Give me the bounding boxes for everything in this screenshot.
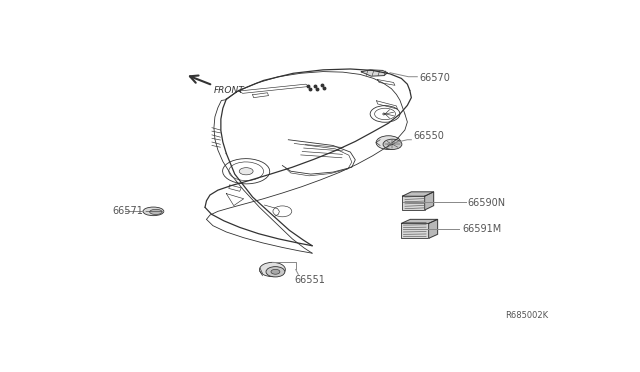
Text: 66550: 66550 bbox=[413, 131, 444, 141]
Polygon shape bbox=[429, 219, 438, 238]
Polygon shape bbox=[403, 192, 434, 196]
Ellipse shape bbox=[150, 209, 162, 215]
Text: FRONT: FRONT bbox=[214, 86, 244, 95]
FancyBboxPatch shape bbox=[403, 196, 425, 210]
Text: 66570: 66570 bbox=[420, 73, 451, 83]
Text: 66571: 66571 bbox=[112, 206, 143, 217]
Polygon shape bbox=[361, 70, 388, 76]
Ellipse shape bbox=[239, 168, 253, 175]
Ellipse shape bbox=[143, 207, 164, 216]
Ellipse shape bbox=[376, 136, 401, 150]
FancyBboxPatch shape bbox=[401, 223, 429, 238]
Polygon shape bbox=[401, 219, 438, 223]
Text: R685002K: R685002K bbox=[506, 311, 548, 320]
Text: 66591M: 66591M bbox=[462, 224, 501, 234]
Ellipse shape bbox=[383, 139, 402, 150]
Ellipse shape bbox=[266, 267, 285, 277]
Polygon shape bbox=[425, 192, 434, 210]
Ellipse shape bbox=[271, 269, 280, 274]
Text: 66551: 66551 bbox=[294, 275, 325, 285]
Ellipse shape bbox=[260, 262, 285, 277]
Text: 66590N: 66590N bbox=[468, 198, 506, 208]
